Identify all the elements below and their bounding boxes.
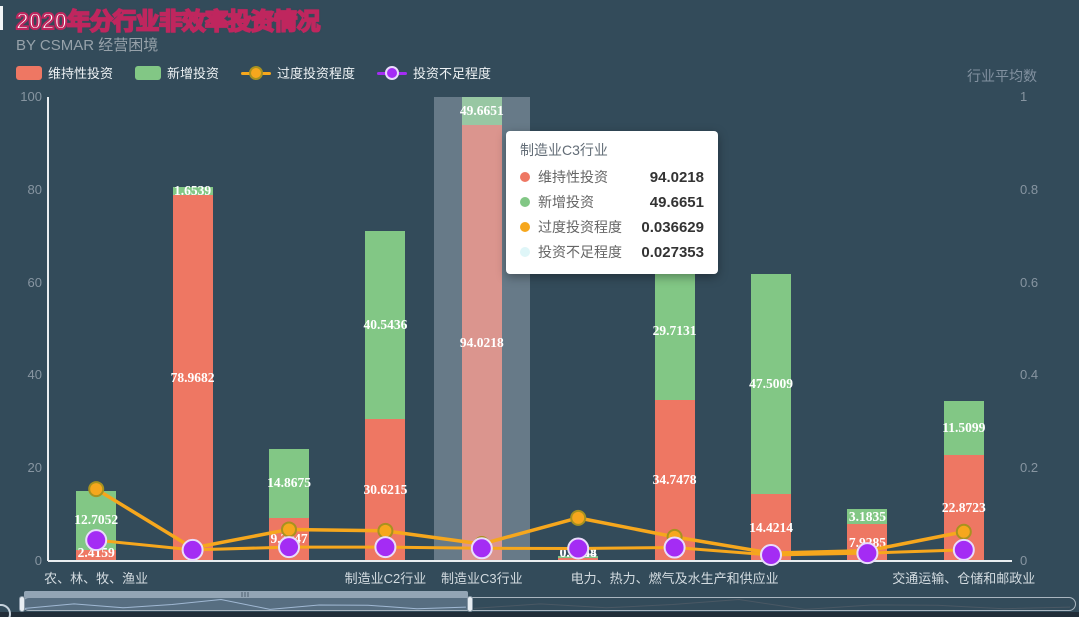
bar-segment-新增投资[interactable] xyxy=(943,401,984,455)
bar-value-label: 34.7478 xyxy=(652,472,697,488)
bar-value-label: 94.0218 xyxy=(459,334,504,350)
tooltip-series-label: 维持性投资 xyxy=(538,169,608,185)
series-marker-icon xyxy=(520,222,530,232)
datazoom-handle-left[interactable] xyxy=(19,596,25,612)
bar-value-label: 14.8675 xyxy=(267,475,311,491)
tooltip-series-value: 49.6651 xyxy=(649,193,704,211)
left-axis-tick-label: 40 xyxy=(27,367,42,383)
tooltip-series-label: 投资不足程度 xyxy=(538,244,622,260)
bar-value-label: 7.9285 xyxy=(848,534,886,550)
tooltip-series-label: 新增投资 xyxy=(538,194,594,210)
legend-swatch-icon xyxy=(135,65,162,80)
bar-value-label: 3.1835 xyxy=(848,508,886,524)
bar-value-label: 22.8723 xyxy=(941,499,986,515)
x-axis-category-label: 制造业C2行业 xyxy=(344,571,427,586)
left-axis-tick-label: 20 xyxy=(27,460,42,476)
bar-segment-新增投资[interactable] xyxy=(461,97,502,125)
tooltip-row: 维持性投资 94.0218 xyxy=(520,167,704,187)
bar-segment-新增投资[interactable] xyxy=(654,261,695,400)
datazoom-handle-right[interactable] xyxy=(466,596,473,612)
bar-value-label: 40.5436 xyxy=(363,316,408,332)
left-axis-tick-label: 80 xyxy=(27,181,42,197)
right-axis-tick-label: 0 xyxy=(1020,553,1028,568)
tooltip-row: 投资不足程度 0.027353 xyxy=(520,242,704,262)
line-投资不足程度 xyxy=(96,538,964,557)
chart-subtitle: BY CSMAR 经营困境 xyxy=(16,37,159,54)
right-axis-tick-label: 1 xyxy=(1020,89,1028,104)
data-point-过度投资程度[interactable] xyxy=(570,509,587,526)
bar-value-label: 29.7131 xyxy=(652,322,697,338)
bar-value-label: 14.4214 xyxy=(749,519,793,535)
tooltip-series-label: 过度投资程度 xyxy=(538,219,622,235)
legend: 维持性投资 新增投资 过度投资程度 投资不足程度 xyxy=(16,63,491,82)
tooltip-series-value: 0.027353 xyxy=(641,243,704,261)
legend-item-new-investment[interactable]: 新增投资 xyxy=(135,63,219,82)
right-axis-tick-label: 0.4 xyxy=(1020,367,1039,383)
bar-value-label: 2.4159 xyxy=(77,545,115,560)
left-axis-tick-label: 60 xyxy=(27,274,42,290)
tooltip-series-value: 0.036629 xyxy=(641,218,704,236)
bar-value-label: 49.6651 xyxy=(459,102,504,118)
line-过度投资程度 xyxy=(95,487,965,555)
legend-line-dot-icon xyxy=(377,65,408,81)
bar-segment-维持性投资[interactable] xyxy=(558,558,599,561)
bar-segment-新增投资[interactable] xyxy=(751,273,791,495)
window-edge-artifact xyxy=(0,6,3,30)
bar-value-label: 11.5099 xyxy=(942,420,986,436)
legend-label: 维持性投资 xyxy=(48,66,114,81)
tooltip-series-value: 94.0218 xyxy=(649,168,704,186)
x-axis-line xyxy=(48,560,1012,562)
drag-grip-icon xyxy=(241,592,251,597)
legend-line-dot-icon xyxy=(241,65,272,81)
legend-label: 过度投资程度 xyxy=(277,66,356,81)
corner-arc-decoration xyxy=(0,604,11,617)
right-axis-tick-label: 0.6 xyxy=(1020,274,1039,290)
series-marker-icon xyxy=(520,172,530,182)
datazoom-window[interactable] xyxy=(24,598,468,610)
tooltip: 制造业C3行业 维持性投资 94.0218 新增投资 49.6651 过度投资程… xyxy=(506,131,718,274)
bottom-strip xyxy=(0,612,1079,617)
left-axis-tick-label: 0 xyxy=(34,553,42,568)
bar-value-label: 78.9682 xyxy=(170,369,215,385)
right-axis-title: 行业平均数 xyxy=(967,68,1037,84)
series-marker-icon xyxy=(520,247,530,257)
legend-swatch-icon xyxy=(16,65,42,80)
x-axis-category-label: 交通运输、仓储和邮政业 xyxy=(892,571,1036,586)
legend-item-underinvestment[interactable]: 投资不足程度 xyxy=(377,63,491,82)
tooltip-row: 过度投资程度 0.036629 xyxy=(520,217,704,237)
x-axis-category-label: 电力、热力、燃气及水生产和供应业 xyxy=(570,571,779,586)
bar-value-label: 12.7052 xyxy=(74,512,119,528)
chart-title: 2020年分行业非效率投资情况 xyxy=(15,7,321,35)
legend-item-overinvestment[interactable]: 过度投资程度 xyxy=(241,63,355,82)
right-axis-tick-label: 0.8 xyxy=(1020,181,1039,197)
bar-segment-新增投资[interactable] xyxy=(172,186,213,195)
left-axis-tick-label: 100 xyxy=(20,89,42,104)
bar-value-label: 47.5009 xyxy=(749,375,793,391)
bar-value-label: 30.6215 xyxy=(363,481,408,497)
tooltip-title: 制造业C3行业 xyxy=(520,142,608,158)
legend-item-maintain[interactable]: 维持性投资 xyxy=(16,63,113,82)
y-axis-line xyxy=(47,97,49,561)
bar-segment-新增投资[interactable] xyxy=(365,230,406,419)
series-marker-icon xyxy=(520,197,530,207)
bar-value-label: 1.6539 xyxy=(174,182,212,198)
x-axis-category-label: 农、林、牧、渔业 xyxy=(44,571,149,586)
bar-value-label: 0.4934 xyxy=(559,545,597,560)
right-axis-tick-label: 0.2 xyxy=(1020,460,1039,476)
bar-value-label: 9.3047 xyxy=(270,531,308,547)
legend-label: 投资不足程度 xyxy=(413,66,492,81)
tooltip-row: 新增投资 49.6651 xyxy=(520,192,704,212)
x-axis-category-label: 制造业C3行业 xyxy=(440,571,523,586)
datazoom-scroll-thumb[interactable] xyxy=(24,591,468,598)
legend-label: 新增投资 xyxy=(167,66,220,81)
